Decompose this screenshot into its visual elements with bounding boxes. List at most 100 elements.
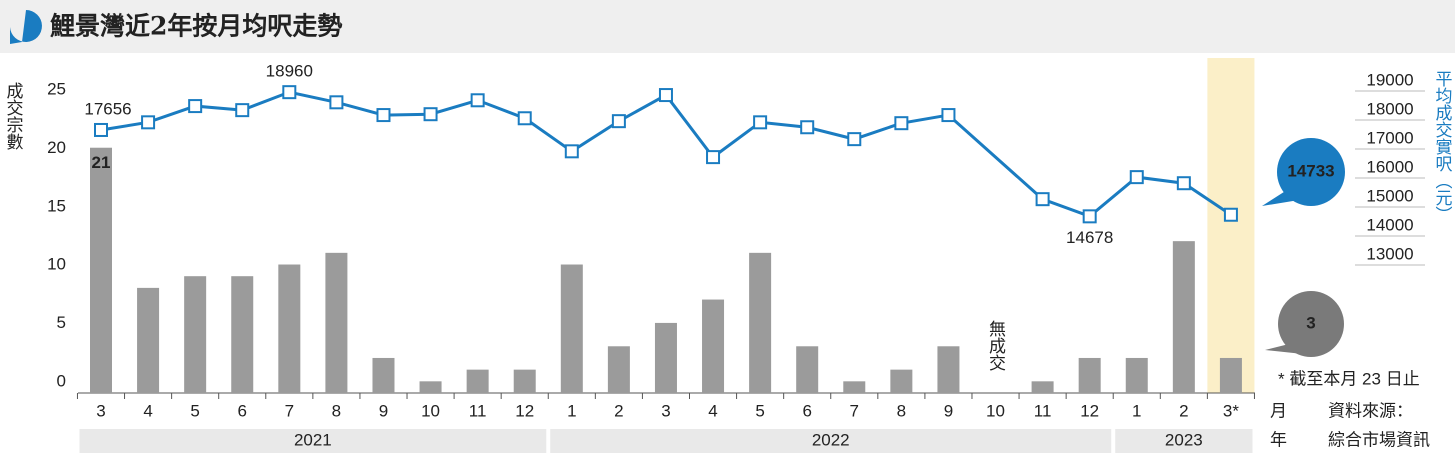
bar-value-label: 21 <box>92 153 111 172</box>
x-tick-label: 12 <box>1080 401 1099 420</box>
line-marker <box>1035 192 1050 207</box>
line-marker <box>800 120 815 135</box>
line-marker <box>1176 176 1191 191</box>
x-tick-label: 1 <box>1132 401 1141 420</box>
x-tick-label: 5 <box>755 401 764 420</box>
line-marker <box>1129 170 1144 185</box>
y-tick-label: 25 <box>47 79 66 98</box>
line-marker <box>329 95 344 110</box>
line-marker <box>282 85 297 100</box>
bar <box>607 346 630 393</box>
x-tick-label: 7 <box>850 401 859 420</box>
bar <box>278 264 301 393</box>
title-bar <box>0 0 1455 53</box>
line-marker <box>658 88 673 103</box>
x-tick-label: 9 <box>379 401 388 420</box>
y-tick-label: 5 <box>57 313 66 332</box>
line-value-label: 14678 <box>1066 228 1113 247</box>
line-marker <box>188 99 203 114</box>
zero-annotation: 無成交 <box>986 320 1006 371</box>
x-tick-label: 9 <box>944 401 953 420</box>
bar <box>654 322 677 393</box>
line-marker <box>1223 207 1238 222</box>
bar <box>372 357 395 393</box>
x-tick-label: 12 <box>515 401 534 420</box>
line-marker <box>753 115 768 130</box>
x-tick-label: 11 <box>469 401 487 420</box>
bar <box>1219 357 1242 393</box>
bar <box>702 299 725 393</box>
x-axis-label: 月 <box>1270 401 1287 420</box>
chart-title: 鯉景灣近2年按月均呎走勢 <box>50 12 342 41</box>
bar <box>1078 357 1101 393</box>
bar <box>560 264 583 393</box>
bar <box>419 381 442 393</box>
line-marker <box>235 103 250 118</box>
line-value-label: 14733 <box>1287 161 1334 180</box>
bar <box>137 287 160 393</box>
line-marker <box>423 107 438 122</box>
line-marker <box>376 108 391 123</box>
callout <box>1278 291 1344 357</box>
y-tick-label: 20 <box>47 138 66 157</box>
bar <box>231 276 254 393</box>
highlight-band <box>1207 58 1255 393</box>
y-tick-label: 10 <box>47 255 66 274</box>
y2-axis-label: 平均成交實呎（元） <box>1433 70 1453 223</box>
line-marker <box>611 114 626 129</box>
title-icon <box>10 10 42 44</box>
x-tick-label: 4 <box>708 401 717 420</box>
x-tick-label: 8 <box>897 401 906 420</box>
bar <box>937 346 960 393</box>
bar <box>843 381 866 393</box>
footnote: * 截至本月 23 日止 <box>1278 369 1420 388</box>
year-label: 2023 <box>1165 430 1203 449</box>
line-marker <box>894 116 909 131</box>
x-tick-label: 5 <box>190 401 199 420</box>
callout <box>1277 138 1345 206</box>
year-label: 2021 <box>294 430 332 449</box>
bar <box>90 147 112 393</box>
x-tick-label: 3 <box>96 401 105 420</box>
line-marker <box>564 144 579 159</box>
year-band <box>550 429 1112 453</box>
year-label: 2022 <box>812 430 850 449</box>
x-tick-label: 7 <box>285 401 294 420</box>
x-tick-label: 6 <box>802 401 811 420</box>
y2-tick-label: 17000 <box>1366 128 1413 147</box>
bar <box>1172 241 1195 393</box>
x-tick-label: 1 <box>567 401 576 420</box>
bar <box>184 276 207 393</box>
x-tick-label: 2 <box>1179 401 1188 420</box>
line-value-label: 17656 <box>84 99 131 118</box>
y-tick-label: 0 <box>57 371 66 390</box>
y2-tick-label: 15000 <box>1366 186 1413 205</box>
y2-tick-label: 18000 <box>1366 99 1413 118</box>
bar <box>1125 357 1148 393</box>
line-marker <box>94 122 108 137</box>
y2-tick-label: 14000 <box>1366 215 1413 234</box>
line-value-label: 18960 <box>266 62 313 81</box>
bar <box>796 346 819 393</box>
x-tick-label: 3* <box>1223 401 1239 420</box>
x-tick-label: 4 <box>143 401 152 420</box>
year-band <box>79 429 547 453</box>
line-marker <box>517 111 532 126</box>
group-axis-label: 年 <box>1270 430 1287 449</box>
x-tick-label: 3 <box>661 401 670 420</box>
line <box>100 90 1232 219</box>
line-marker <box>941 108 956 123</box>
y2-tick-label: 13000 <box>1366 244 1413 263</box>
bar <box>466 369 489 393</box>
year-band <box>1115 429 1253 453</box>
x-tick-label: 11 <box>1034 401 1052 420</box>
bar <box>749 252 772 393</box>
x-tick-label: 10 <box>421 401 440 420</box>
line-marker <box>1082 209 1097 224</box>
x-tick-label: 6 <box>238 401 247 420</box>
source: 綜合市場資訊 <box>1328 430 1430 449</box>
line-marker <box>470 93 485 108</box>
x-tick-label: 2 <box>614 401 623 420</box>
source-label: 資料來源： <box>1328 401 1413 420</box>
